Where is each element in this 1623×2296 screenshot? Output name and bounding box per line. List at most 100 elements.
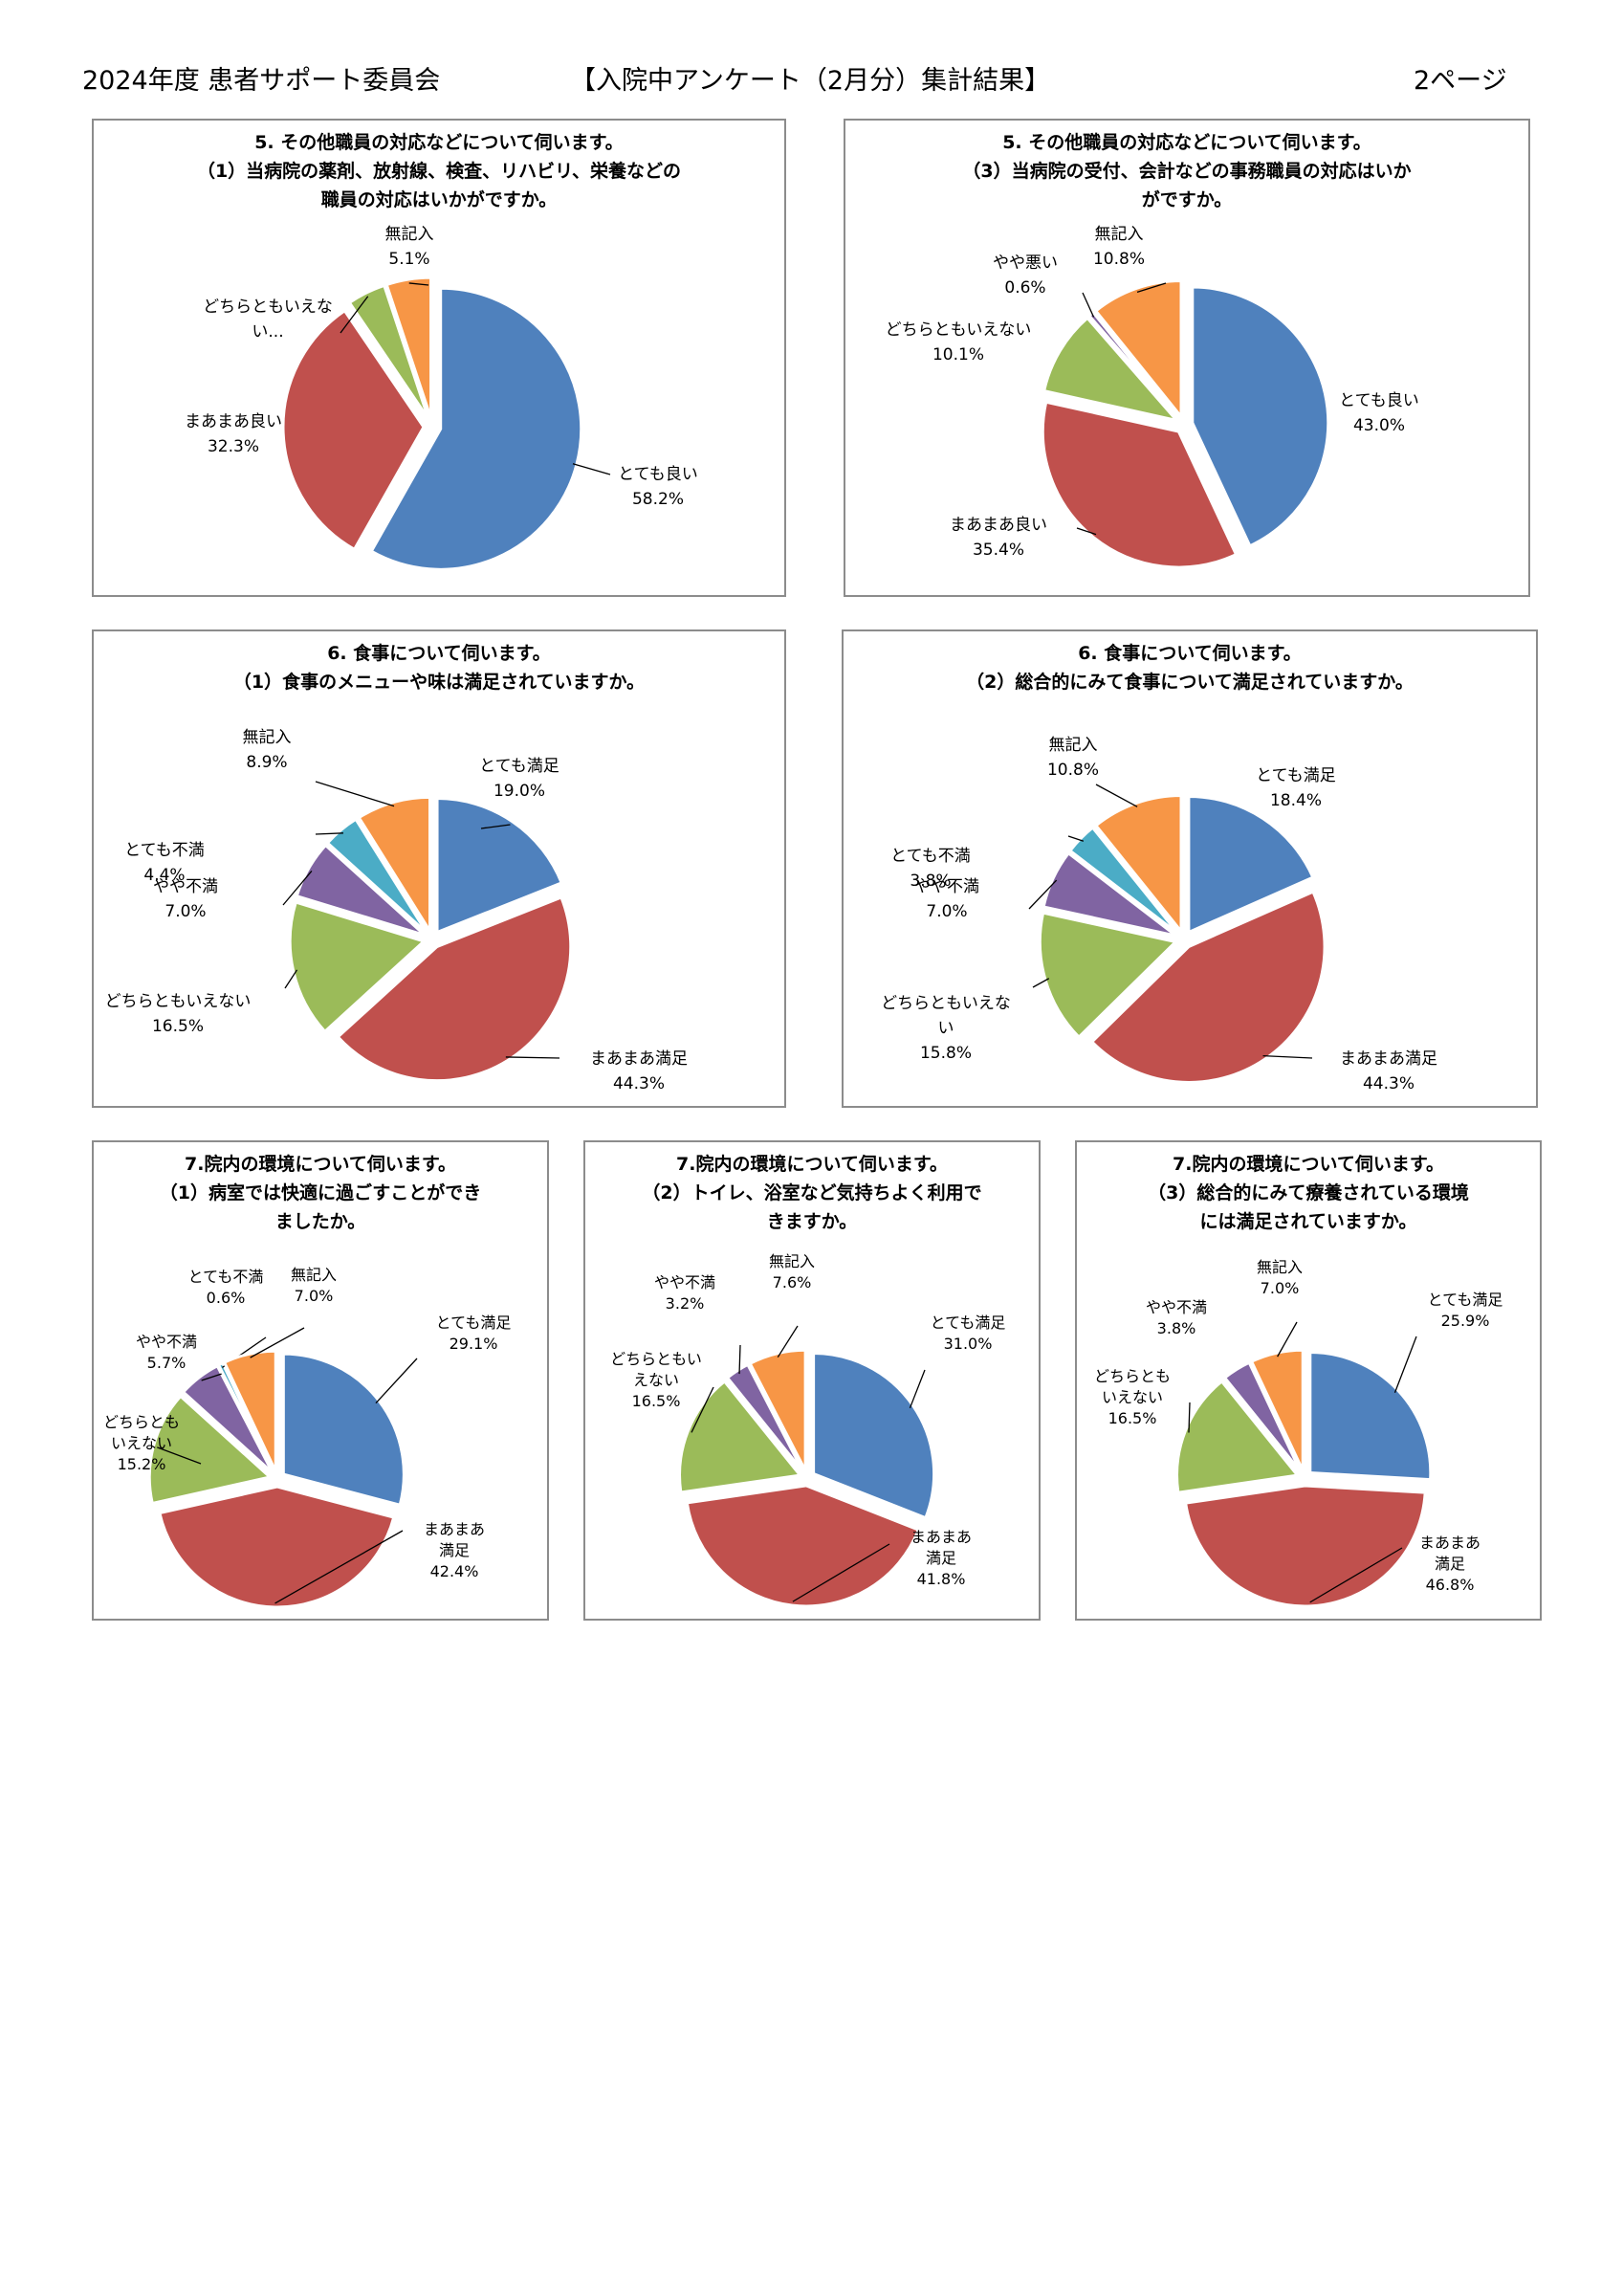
pie-slice — [384, 276, 433, 419]
slice-value-label: 16.5% — [152, 1017, 204, 1036]
pie-slice — [347, 283, 430, 420]
slice-value-label: 42.4% — [430, 1562, 479, 1580]
slice-value-label: 7.0% — [295, 1287, 334, 1305]
slice-label: とても良い — [618, 465, 698, 484]
slice-label: とても満足 — [1428, 1291, 1503, 1309]
pie-slice — [147, 1394, 274, 1506]
chart-title: 7.院内の環境について伺います。 （2）トイレ、浴室など気持ちよく利用で きます… — [642, 1154, 982, 1232]
pie-slice — [678, 1379, 803, 1494]
slice-label: 無記入 — [1257, 1258, 1303, 1276]
leader-line — [1032, 978, 1050, 988]
pie-slice — [435, 797, 564, 935]
page-number: 2ページ — [1414, 66, 1507, 96]
pie-slice — [181, 1363, 274, 1474]
leader-line — [777, 1325, 799, 1358]
slice-label: いえない — [1102, 1388, 1163, 1406]
slice-value-label: 15.2% — [118, 1455, 166, 1473]
pie-slice — [1093, 279, 1183, 421]
slice-label: どちらとも — [103, 1413, 180, 1431]
slice-value-label: 3.8% — [1157, 1319, 1196, 1337]
pie-chart: とても良い 43.0% まあまあ良い 35.4% どちらともいえない 10.1% やや悪い 0… — [886, 225, 1419, 569]
slice-label: いえない — [111, 1434, 172, 1452]
pie-slice — [685, 1484, 921, 1608]
pie-slice — [1042, 850, 1177, 938]
slice-label: 無記入 — [769, 1252, 815, 1270]
pie-chart: とても満足 31.0% まあまあ満足 41.8% どちらともいえない 16.5% やや不満 3… — [610, 1252, 1006, 1608]
pie-slice — [1187, 794, 1315, 935]
report-header-left: 2024年度 患者サポート委員会 — [82, 66, 441, 96]
chart-panel-staff-medical: 5. その他職員の対応などについて伺います。 （1）当病院の薬剤、放射線、検査、… — [92, 119, 786, 597]
chart-title: 5. その他職員の対応などについて伺います。 （3）当病院の受付、会計などの事務… — [962, 132, 1412, 210]
pie-slice — [1175, 1379, 1301, 1494]
pie-slice — [1041, 400, 1239, 569]
slice-label: とても不満 — [124, 841, 205, 860]
leader-line — [375, 1358, 418, 1404]
slice-value-label: 18.4% — [1270, 791, 1322, 810]
slice-value-label: 58.2% — [632, 490, 684, 509]
chart-title: 7.院内の環境について伺います。 （1）病室では快適に過ごすことができ ましたか… — [159, 1154, 482, 1232]
slice-label: やや不満 — [1146, 1298, 1207, 1316]
slice-label: まあまあ — [424, 1520, 485, 1538]
pie-chart: とても満足 29.1% まあまあ満足 42.4% どちらともいえない 15.2% やや不満 5… — [103, 1266, 511, 1609]
slice-value-label: 10.8% — [1093, 250, 1145, 269]
slice-value-label: 25.9% — [1441, 1312, 1490, 1330]
pie-slice — [812, 1351, 936, 1520]
pie-slice — [1249, 1348, 1305, 1471]
leader-line — [792, 1543, 890, 1602]
slice-label: どちらともい — [610, 1350, 702, 1368]
slice-value-label: 35.4% — [973, 541, 1024, 560]
slice-label: とても良い — [1339, 391, 1419, 410]
slice-label: やや不満 — [914, 877, 979, 896]
slice-value-label: 7.6% — [773, 1273, 812, 1292]
slice-label: 無記入 — [1095, 225, 1144, 244]
pie-slice — [1089, 890, 1327, 1084]
pie-slice — [1042, 316, 1181, 423]
pie-slice — [1093, 794, 1183, 936]
slice-value-label: 19.0% — [493, 782, 545, 801]
slice-value-label: 16.5% — [632, 1392, 681, 1410]
leader-line — [1188, 1402, 1191, 1433]
leader-line — [250, 1327, 305, 1358]
slice-value-label: 4.4% — [143, 866, 185, 885]
leader-line — [505, 1056, 560, 1059]
slice-value-label: 7.0% — [926, 902, 967, 921]
slice-label: やや不満 — [153, 877, 218, 896]
slice-label: やや悪い — [993, 254, 1058, 273]
slice-label: 無記入 — [1049, 736, 1098, 755]
pie-slice — [325, 817, 428, 935]
pie-slice — [216, 1360, 275, 1473]
pie-slice — [222, 1349, 277, 1472]
slice-label: とても不満 — [188, 1268, 264, 1286]
slice-label: とても満足 — [931, 1314, 1006, 1332]
slice-value-label: 16.5% — [1108, 1409, 1157, 1427]
pie-slice — [1308, 1351, 1433, 1482]
slice-label: い — [938, 1019, 954, 1038]
chart-title: 6. 食事について伺います。 （1）食事のメニューや味は満足されていますか。 — [232, 643, 646, 693]
chart-panel-toilet: 7.院内の環境について伺います。 （2）トイレ、浴室など気持ちよく利用で きます… — [583, 1140, 1041, 1621]
leader-line — [1136, 282, 1167, 294]
pie-slice — [158, 1485, 396, 1609]
slice-label: まあまあ良い — [950, 516, 1047, 535]
pie-slice — [725, 1362, 804, 1473]
pie-slice — [1222, 1360, 1303, 1473]
slice-label: 無記入 — [291, 1266, 337, 1284]
pie-slice — [1183, 1484, 1427, 1608]
slice-label: とても満足 — [1256, 766, 1336, 785]
pie-slice — [1191, 285, 1330, 548]
leader-line — [1082, 292, 1095, 318]
chart-title: 7.院内の環境について伺います。 （3）総合的にみて療養されている環境 には満足… — [1148, 1154, 1469, 1232]
leader-line — [1277, 1321, 1298, 1358]
pie-chart: とても満足 25.9% まあまあ満足 46.8% どちらともいえない 16.5% やや不満 3… — [1094, 1258, 1503, 1608]
slice-label: 満足 — [1435, 1555, 1465, 1573]
slice-value-label: 0.6% — [207, 1289, 246, 1307]
leader-line — [1028, 879, 1058, 910]
slice-value-label: 32.3% — [208, 437, 259, 456]
slice-label: まあまあ — [1419, 1534, 1480, 1552]
slice-label: とても不満 — [890, 847, 971, 866]
slice-value-label: 46.8% — [1426, 1576, 1475, 1594]
pie-slice — [1038, 911, 1179, 1040]
leader-line — [1309, 1547, 1403, 1603]
slice-value-label: 5.7% — [147, 1354, 186, 1372]
slice-label: どちらとも — [1094, 1367, 1171, 1385]
slice-value-label: 0.6% — [1004, 278, 1045, 298]
